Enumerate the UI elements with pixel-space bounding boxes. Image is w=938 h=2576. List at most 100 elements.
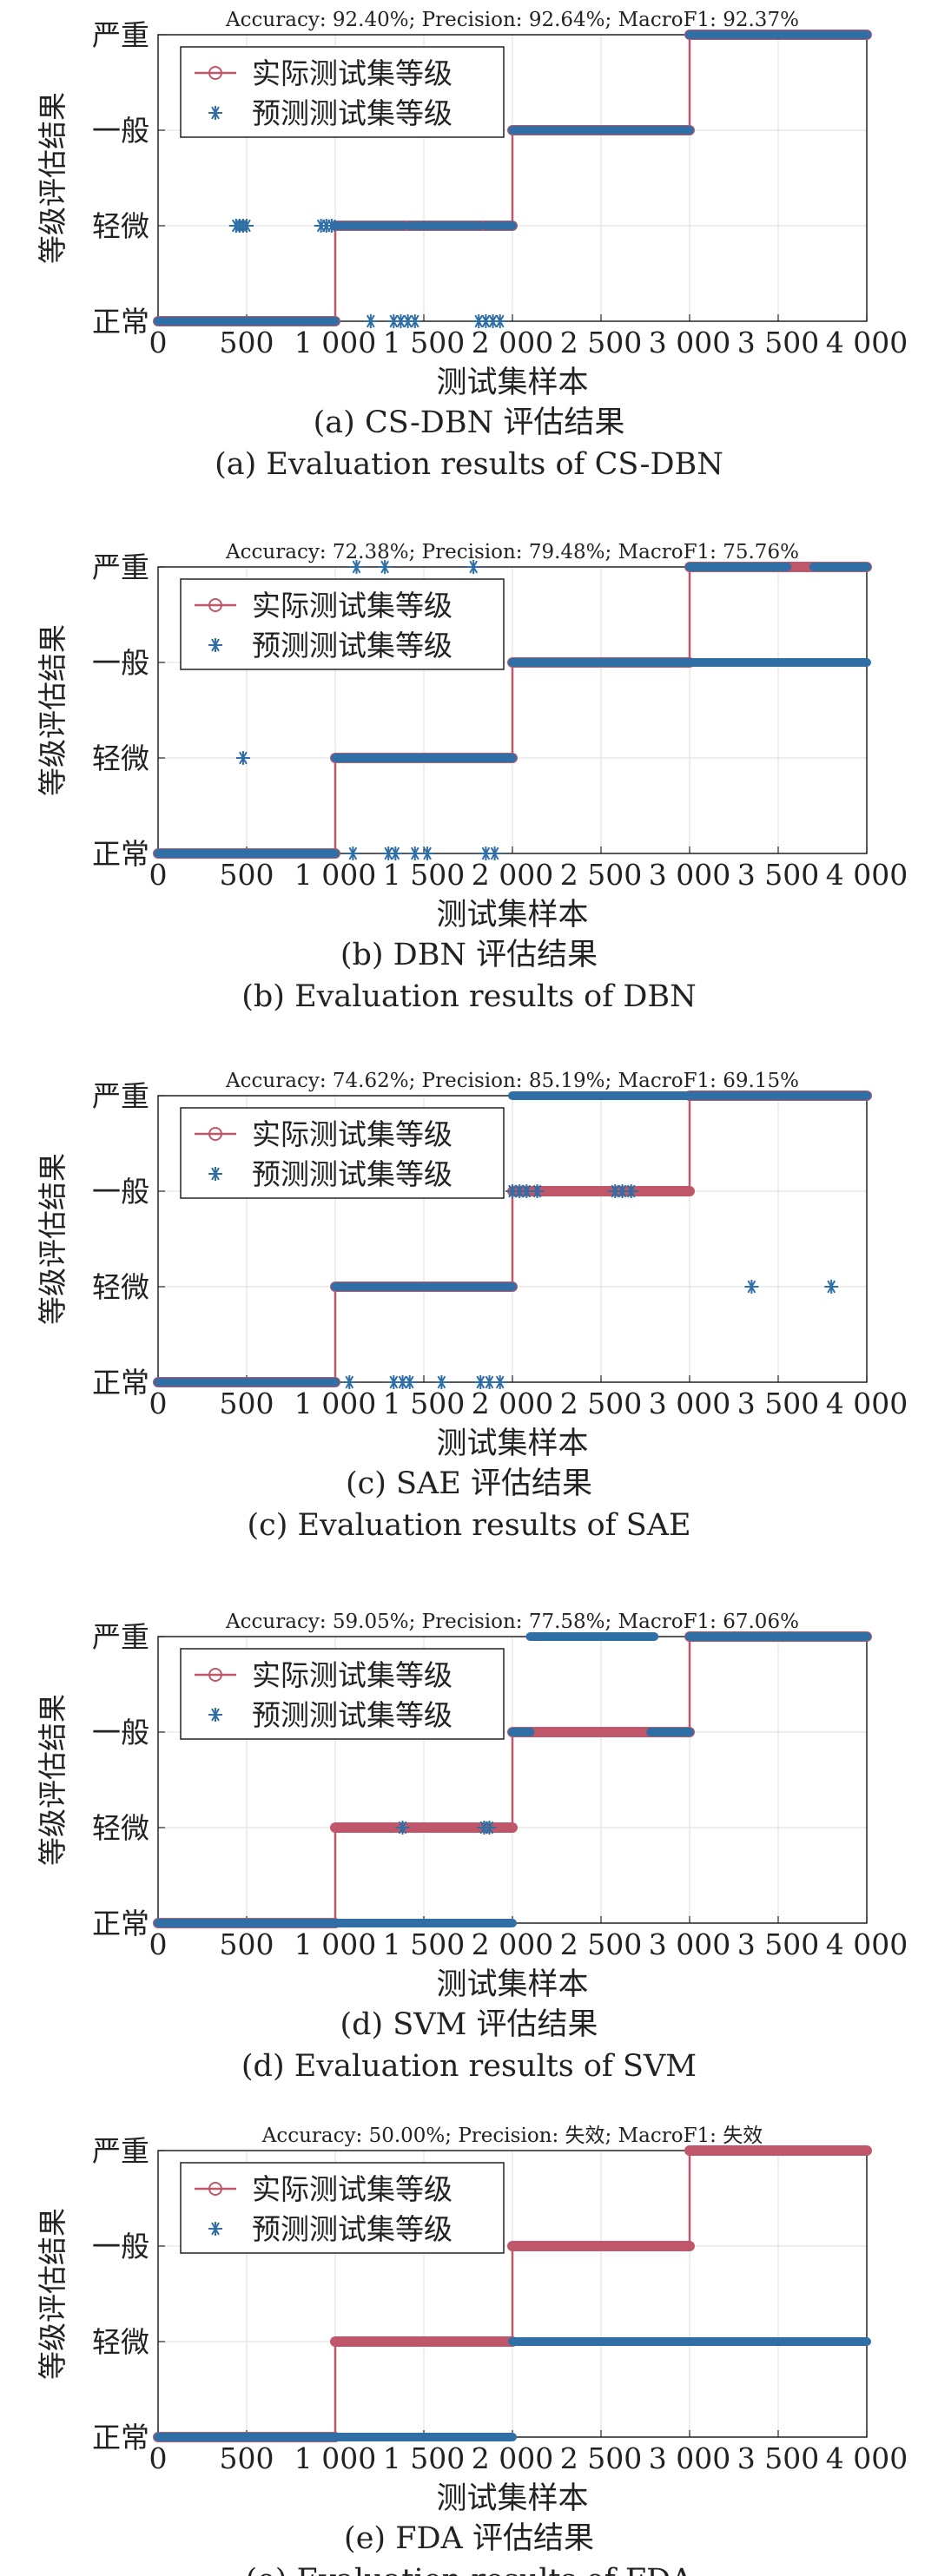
x-tick-label: 1 500 [383, 1927, 465, 1961]
y-tick-label: 一般 [92, 2230, 149, 2263]
x-tick-label: 1 000 [294, 2441, 376, 2475]
x-tick-label: 1 000 [294, 326, 376, 359]
x-tick-label: 500 [220, 1927, 274, 1961]
y-tick-label: 一般 [92, 1175, 149, 1209]
x-tick-label: 2 500 [560, 1927, 642, 1961]
series-predicted-point [472, 314, 486, 328]
y-tick-label: 轻微 [92, 209, 149, 243]
x-tick-label: 4 000 [826, 1927, 908, 1961]
series-predicted-point [479, 314, 493, 328]
x-tick-label: 3 500 [737, 858, 819, 892]
legend-predicted-marker [208, 106, 222, 120]
metrics-title: Accuracy: 59.05%; Precision: 77.58%; Mac… [225, 1611, 799, 1633]
x-tick-label: 3 000 [649, 1927, 730, 1961]
legend-actual-label: 实际测试集等级 [252, 56, 452, 90]
x-tick-label: 2 000 [472, 1927, 553, 1961]
series-predicted-point [363, 314, 378, 328]
series-predicted-point [744, 1280, 759, 1294]
series-predicted-point [486, 314, 500, 328]
series-predicted-point [492, 1375, 507, 1389]
x-tick-label: 3 000 [649, 1387, 730, 1420]
x-tick-label: 4 000 [826, 858, 908, 892]
x-tick-label: 2 000 [472, 858, 553, 892]
series-predicted-point [381, 847, 396, 860]
y-tick-label: 正常 [92, 305, 149, 339]
legend-predicted-marker [208, 1167, 222, 1181]
x-axis-label: 测试集样本 [436, 898, 588, 932]
series-predicted-point [386, 314, 401, 328]
x-tick-label: 3 500 [737, 2441, 819, 2475]
series-predicted-point [378, 560, 393, 574]
x-tick-label: 0 [149, 2441, 168, 2475]
legend-actual-label: 实际测试集等级 [252, 2172, 452, 2206]
x-tick-label: 1 500 [383, 1387, 465, 1420]
x-tick-label: 1 000 [294, 1927, 376, 1961]
x-tick-label: 500 [220, 858, 274, 892]
series-actual-line [158, 1094, 867, 1384]
caption-cn: (c) SAE 评估结果 [346, 1466, 592, 1501]
series-predicted-point [608, 1184, 623, 1198]
caption-en: (d) Evaluation results of SVM [241, 2049, 697, 2084]
x-tick-label: 2 000 [472, 2441, 553, 2475]
legend-predicted-marker [208, 638, 222, 652]
x-tick-label: 2 000 [472, 1387, 553, 1420]
y-tick-label: 一般 [92, 114, 149, 148]
y-tick-label: 轻微 [92, 1811, 149, 1845]
y-tick-label: 轻微 [92, 741, 149, 775]
series-predicted-point [512, 1184, 527, 1198]
y-tick-label: 轻微 [92, 2325, 149, 2359]
caption-en: (e) Evaluation results of FDA [245, 2563, 693, 2576]
series-predicted-point [466, 560, 481, 574]
legend-actual-marker [208, 66, 222, 80]
x-tick-label: 1 500 [383, 326, 465, 359]
legend-predicted-label: 预测测试集等级 [252, 629, 452, 662]
series-actual-line [158, 2149, 867, 2439]
series-predicted-point [388, 847, 403, 860]
y-axis-label: 等级评估结果 [36, 1694, 69, 1866]
series-predicted-point [346, 847, 360, 860]
legend-predicted-marker [208, 1708, 222, 1722]
chart-panel-d: Accuracy: 59.05%; Precision: 77.58%; Mac… [36, 1611, 908, 2084]
x-tick-label: 3 000 [649, 326, 730, 359]
series-predicted-point [824, 1280, 839, 1294]
y-tick-label: 正常 [92, 2421, 149, 2454]
caption-en: (c) Evaluation results of SAE [247, 1508, 690, 1543]
x-tick-label: 1 000 [294, 1387, 376, 1420]
series-predicted-point [240, 219, 254, 233]
x-tick-label: 3 000 [649, 2441, 730, 2475]
series-predicted-point [402, 1375, 417, 1389]
x-tick-label: 4 000 [826, 1387, 908, 1420]
y-tick-label: 严重 [92, 1620, 149, 1654]
series-predicted-point [473, 1375, 488, 1389]
y-axis-label: 等级评估结果 [36, 1153, 69, 1325]
series-predicted-point [395, 1375, 410, 1389]
series-predicted-point [400, 314, 415, 328]
y-tick-label: 正常 [92, 1907, 149, 1940]
x-tick-label: 1 000 [294, 858, 376, 892]
legend-predicted-label: 预测测试集等级 [252, 96, 452, 130]
legend-actual-marker [208, 1127, 222, 1141]
x-tick-label: 2 000 [472, 326, 553, 359]
x-tick-label: 0 [149, 858, 168, 892]
legend-actual-marker [208, 2182, 222, 2196]
legend-box [180, 46, 505, 138]
caption-cn: (b) DBN 评估结果 [340, 938, 598, 972]
x-tick-label: 500 [220, 1387, 274, 1420]
x-tick-label: 2 500 [560, 858, 642, 892]
caption-en: (a) Evaluation results of CS-DBN [215, 447, 723, 482]
x-tick-label: 4 000 [826, 326, 908, 359]
x-tick-label: 1 500 [383, 2441, 465, 2475]
y-tick-label: 一般 [92, 1716, 149, 1749]
series-predicted-point [487, 847, 502, 860]
caption-en: (b) Evaluation results of DBN [241, 979, 696, 1014]
legend-predicted-marker [208, 2222, 222, 2236]
x-tick-label: 3 500 [737, 326, 819, 359]
series-predicted-point [505, 1184, 519, 1198]
series-predicted-point [482, 1375, 497, 1389]
x-axis-label: 测试集样本 [436, 2481, 588, 2516]
